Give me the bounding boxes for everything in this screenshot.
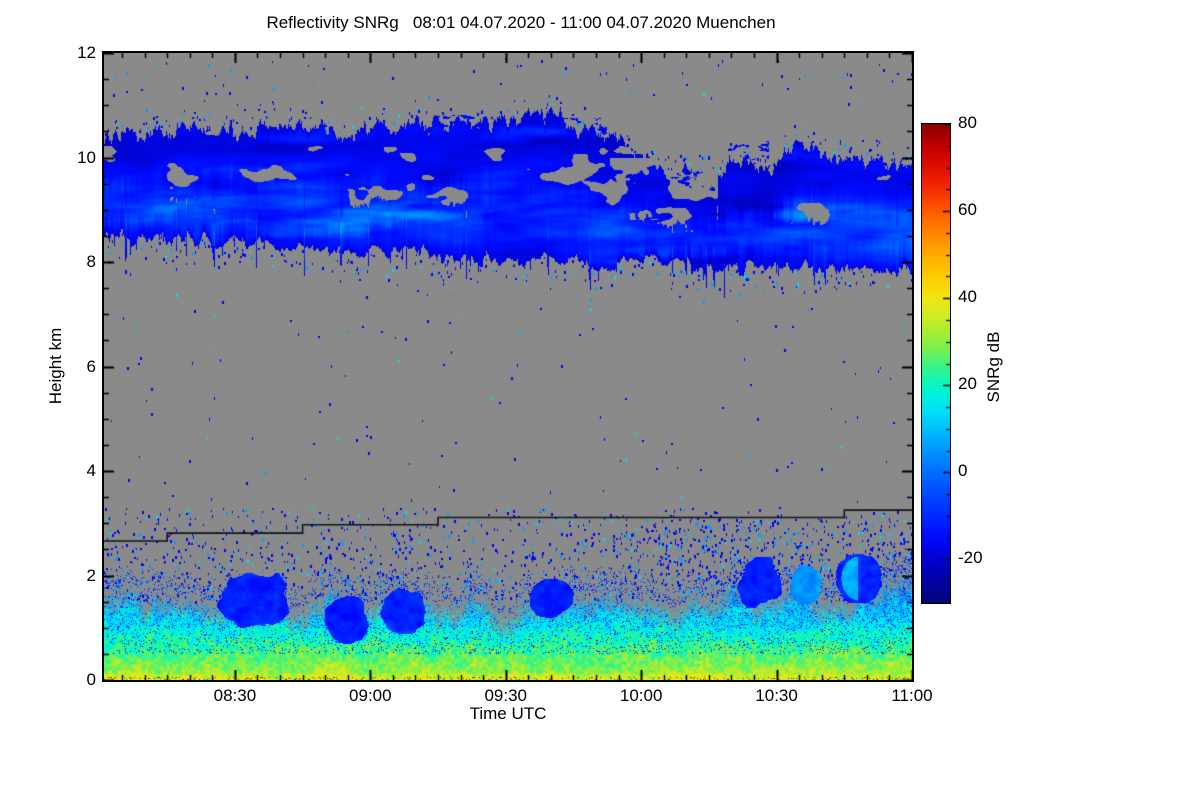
y-tick-label: 2: [86, 565, 96, 585]
colorbar-tick-label: 60: [958, 200, 977, 220]
x-tick-label: 09:00: [349, 686, 392, 705]
y-tick-label: 10: [77, 147, 96, 167]
y-tick-label: 0: [86, 670, 96, 689]
x-tick-label: 09:30: [484, 686, 527, 705]
colorbar-tick-label: 80: [958, 113, 977, 132]
y-tick-label: 8: [86, 252, 96, 271]
colorbar-canvas: [922, 124, 950, 603]
colorbar-frame: [921, 123, 951, 604]
colorbar-tick-label: 20: [958, 374, 977, 394]
colorbar-label: SNRg dB: [984, 331, 1003, 403]
x-tick-label: 11:00: [891, 686, 933, 705]
colorbar-tick-label: 0: [958, 461, 968, 481]
y-tick-label: 6: [86, 356, 96, 376]
x-tick-label: 08:30: [213, 686, 257, 705]
x-tick-label: 10:00: [619, 686, 663, 705]
colorbar-tick-label: -20: [958, 548, 983, 568]
plot-frame: [102, 51, 914, 682]
y-tick-label: 12: [77, 43, 96, 62]
x-axis-label: Time UTC: [469, 704, 547, 723]
colorbar-tick-label: 40: [958, 287, 977, 307]
x-tick-label: 10:30: [755, 686, 798, 705]
y-tick-label: 4: [86, 461, 96, 480]
chart-title: Reflectivity SNRg 08:01 04.07.2020 - 11:…: [266, 13, 776, 32]
heatmap-canvas: [104, 53, 912, 680]
